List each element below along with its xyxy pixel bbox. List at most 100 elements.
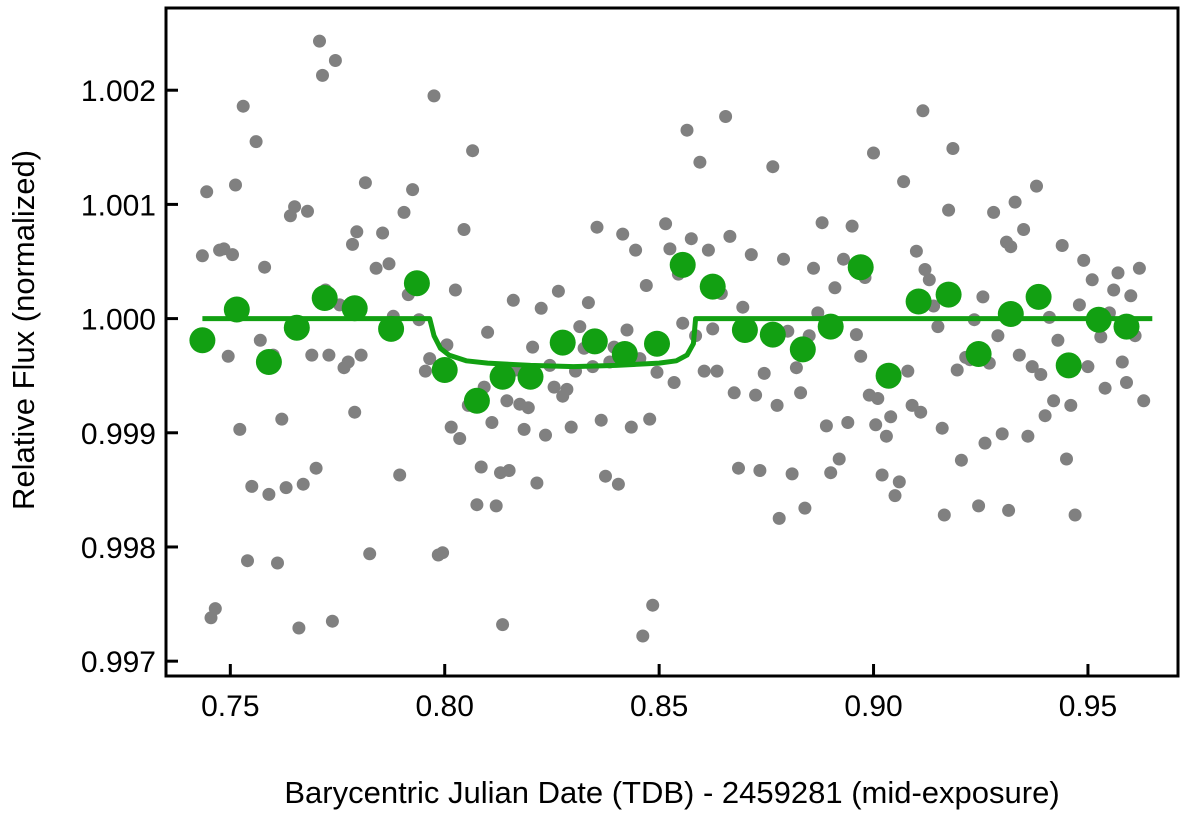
raw-point — [710, 364, 724, 378]
raw-point — [470, 498, 484, 512]
binned-point — [759, 321, 786, 348]
binned-point — [905, 288, 932, 315]
raw-point — [599, 469, 612, 483]
raw-point — [521, 401, 535, 415]
raw-point — [1085, 273, 1099, 287]
raw-point — [1012, 348, 1026, 362]
raw-point — [918, 263, 932, 276]
raw-point — [348, 405, 362, 419]
raw-point — [1081, 360, 1095, 374]
raw-point — [1077, 253, 1091, 267]
binned-point — [789, 336, 816, 363]
binned-point — [1113, 313, 1140, 340]
raw-point — [1124, 289, 1138, 303]
raw-point — [942, 203, 956, 217]
raw-point — [506, 293, 520, 307]
raw-point — [693, 155, 707, 169]
raw-point — [279, 481, 293, 495]
raw-point — [564, 420, 578, 434]
raw-point — [517, 422, 531, 436]
raw-point — [406, 183, 420, 197]
x-tick-label: 0.80 — [416, 690, 474, 723]
binned-point — [341, 295, 368, 322]
raw-point — [208, 602, 222, 616]
raw-point — [770, 398, 784, 412]
raw-point — [1098, 381, 1112, 395]
raw-point — [296, 477, 310, 491]
raw-point — [828, 281, 842, 295]
raw-point — [869, 418, 883, 432]
raw-point — [427, 89, 441, 103]
binned-point — [817, 313, 844, 340]
raw-point — [819, 419, 833, 433]
raw-point — [676, 316, 690, 330]
raw-point — [1055, 239, 1069, 252]
raw-point — [680, 123, 694, 137]
raw-point — [245, 479, 259, 493]
y-tick-label: 1.001 — [81, 189, 156, 222]
raw-point — [785, 467, 799, 481]
model-line-path — [202, 316, 1153, 370]
binned-point — [581, 328, 608, 355]
raw-point — [453, 432, 467, 445]
raw-point — [288, 200, 302, 214]
binned-point — [431, 357, 458, 383]
binned-point — [463, 387, 490, 414]
raw-point — [629, 243, 643, 257]
binned-point — [1055, 352, 1082, 379]
raw-points-series — [195, 34, 1151, 643]
raw-point — [376, 226, 390, 240]
raw-point — [1072, 298, 1086, 312]
binned-point — [847, 254, 874, 281]
binned-point — [189, 327, 216, 354]
raw-point — [436, 546, 450, 560]
raw-point — [789, 361, 803, 375]
raw-point — [841, 416, 855, 429]
binned-point — [644, 330, 670, 357]
raw-point — [594, 413, 608, 427]
raw-point — [946, 142, 960, 155]
y-axis-title: Relative Flux (normalized) — [6, 150, 41, 510]
raw-point — [1120, 376, 1133, 389]
raw-point — [316, 68, 329, 82]
raw-point — [418, 364, 432, 378]
raw-point — [950, 363, 964, 377]
raw-point — [1107, 283, 1121, 297]
raw-point — [620, 323, 634, 337]
raw-point — [777, 252, 790, 266]
raw-point — [719, 110, 733, 123]
raw-point — [393, 468, 407, 482]
raw-point — [1137, 394, 1151, 408]
raw-point — [547, 380, 561, 394]
binned-point — [489, 363, 516, 390]
y-tick-label: 0.998 — [81, 532, 156, 565]
raw-point — [581, 296, 595, 310]
raw-point — [466, 144, 480, 158]
raw-point — [1051, 333, 1065, 347]
raw-point — [909, 244, 923, 258]
raw-point — [551, 284, 565, 298]
raw-point — [448, 283, 462, 297]
raw-point — [701, 243, 715, 257]
raw-point — [732, 461, 745, 475]
raw-point — [995, 427, 1009, 441]
raw-point — [241, 554, 254, 568]
raw-point — [888, 489, 902, 503]
raw-point — [262, 487, 276, 501]
raw-point — [1132, 261, 1146, 275]
y-tick-label: 1.000 — [81, 304, 156, 337]
binned-point — [699, 273, 726, 300]
raw-point — [987, 205, 1001, 219]
y-axis-ticks: 0.997 0.998 0.999 1.000 1.001 1.002 — [81, 75, 178, 679]
binned-point — [669, 251, 696, 278]
raw-point — [1004, 240, 1018, 254]
raw-point — [837, 252, 850, 266]
binned-point — [311, 285, 338, 311]
x-tick-label: 0.75 — [201, 690, 259, 723]
raw-point — [667, 376, 681, 389]
raw-point — [502, 464, 516, 477]
raw-point — [879, 429, 893, 443]
raw-point — [916, 104, 930, 118]
